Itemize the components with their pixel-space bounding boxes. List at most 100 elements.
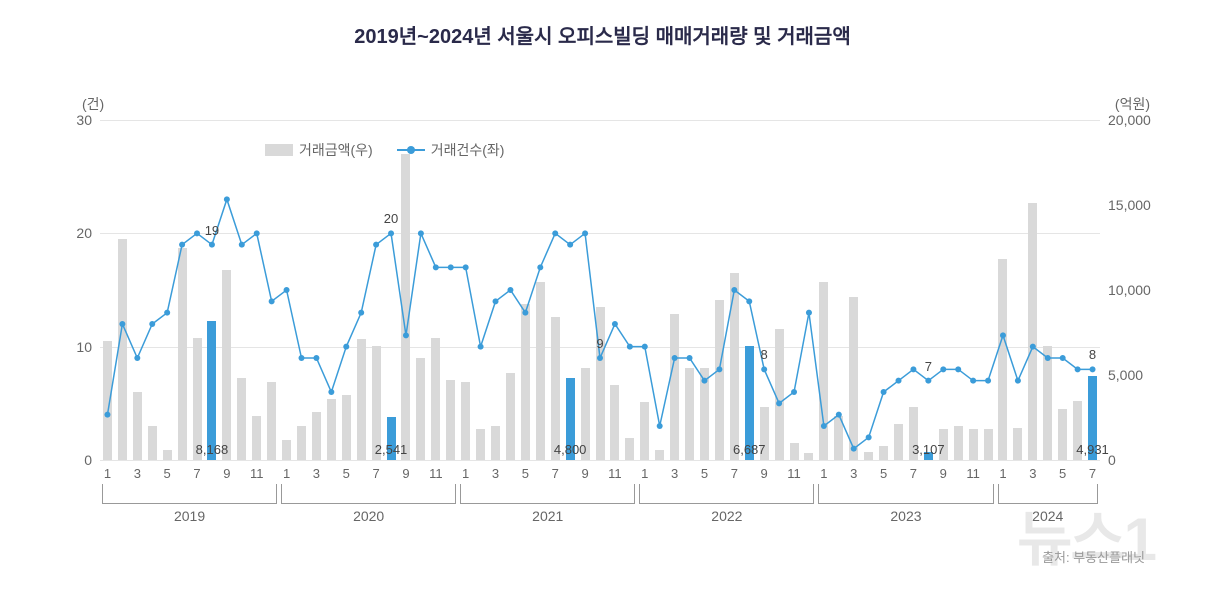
bar bbox=[1028, 203, 1037, 460]
bar bbox=[625, 438, 634, 460]
x-tick-month: 1 bbox=[820, 466, 827, 481]
x-tick-month: 5 bbox=[1059, 466, 1066, 481]
bar bbox=[969, 429, 978, 460]
line-data-label: 19 bbox=[205, 223, 219, 238]
right-axis-unit: (억원) bbox=[1115, 94, 1150, 114]
y-tick-right: 20,000 bbox=[1108, 112, 1168, 128]
bar bbox=[207, 321, 216, 460]
line-data-label: 8 bbox=[1089, 347, 1096, 362]
x-tick-month: 3 bbox=[850, 466, 857, 481]
bar bbox=[118, 239, 127, 460]
bar bbox=[610, 385, 619, 460]
x-tick-month: 11 bbox=[250, 466, 264, 481]
x-tick-month: 11 bbox=[966, 466, 980, 481]
y-tick-right: 5,000 bbox=[1108, 367, 1168, 383]
bar bbox=[133, 392, 142, 460]
bar bbox=[804, 453, 813, 460]
bar bbox=[894, 424, 903, 460]
year-label: 2024 bbox=[1032, 508, 1063, 524]
year-bracket bbox=[102, 484, 277, 504]
gridline bbox=[100, 233, 1100, 234]
x-tick-month: 7 bbox=[552, 466, 559, 481]
bar bbox=[237, 378, 246, 460]
bar bbox=[1043, 346, 1052, 460]
bar bbox=[178, 248, 187, 461]
gridline bbox=[100, 120, 1100, 121]
bar bbox=[775, 329, 784, 460]
bar bbox=[431, 338, 440, 460]
bar bbox=[282, 440, 291, 460]
bar bbox=[536, 282, 545, 461]
x-tick-month: 7 bbox=[372, 466, 379, 481]
bar bbox=[655, 450, 664, 460]
bar bbox=[491, 426, 500, 460]
x-tick-month: 9 bbox=[223, 466, 230, 481]
bar bbox=[984, 429, 993, 460]
year-label: 2022 bbox=[711, 508, 742, 524]
x-tick-month: 3 bbox=[1029, 466, 1036, 481]
year-bracket bbox=[639, 484, 814, 504]
bar bbox=[342, 395, 351, 460]
x-tick-month: 5 bbox=[880, 466, 887, 481]
bar bbox=[1013, 428, 1022, 460]
bar bbox=[849, 297, 858, 460]
bar bbox=[446, 380, 455, 460]
bar bbox=[640, 402, 649, 460]
bar bbox=[297, 426, 306, 460]
x-tick-month: 1 bbox=[104, 466, 111, 481]
bar bbox=[103, 341, 112, 460]
gridline bbox=[100, 460, 1100, 461]
y-tick-left: 20 bbox=[52, 225, 92, 241]
year-label: 2019 bbox=[174, 508, 205, 524]
bar-amount-label: 2,541 bbox=[375, 442, 408, 457]
year-bracket bbox=[460, 484, 635, 504]
x-tick-month: 7 bbox=[910, 466, 917, 481]
bar-amount-label: 4,800 bbox=[554, 442, 587, 457]
bar bbox=[670, 314, 679, 460]
y-tick-right: 15,000 bbox=[1108, 197, 1168, 213]
bar bbox=[476, 429, 485, 460]
bar bbox=[401, 154, 410, 460]
left-axis-unit: (건) bbox=[82, 94, 104, 114]
x-tick-month: 3 bbox=[671, 466, 678, 481]
bar-amount-label: 8,168 bbox=[196, 442, 229, 457]
bar-amount-label: 3,107 bbox=[912, 442, 945, 457]
x-tick-month: 5 bbox=[701, 466, 708, 481]
bar-amount-label: 6,687 bbox=[733, 442, 766, 457]
bar bbox=[790, 443, 799, 460]
chart-container: 2019년~2024년 서울시 오피스빌딩 매매거래량 및 거래금액 (건) (… bbox=[0, 0, 1205, 608]
x-tick-month: 3 bbox=[492, 466, 499, 481]
bar-amount-label: 4,931 bbox=[1076, 442, 1109, 457]
year-label: 2021 bbox=[532, 508, 563, 524]
bar bbox=[1058, 409, 1067, 460]
bar bbox=[506, 373, 515, 460]
y-tick-left: 30 bbox=[52, 112, 92, 128]
bar bbox=[357, 339, 366, 460]
x-tick-month: 3 bbox=[313, 466, 320, 481]
bar bbox=[163, 450, 172, 460]
bar bbox=[998, 259, 1007, 460]
year-bracket bbox=[818, 484, 993, 504]
x-tick-month: 5 bbox=[522, 466, 529, 481]
x-tick-month: 11 bbox=[608, 466, 622, 481]
x-tick-month: 11 bbox=[787, 466, 801, 481]
bar bbox=[834, 416, 843, 460]
y-tick-left: 0 bbox=[52, 452, 92, 468]
year-bracket bbox=[998, 484, 1098, 504]
x-tick-month: 1 bbox=[283, 466, 290, 481]
bar bbox=[685, 368, 694, 460]
x-tick-month: 3 bbox=[134, 466, 141, 481]
y-tick-right: 0 bbox=[1108, 452, 1168, 468]
x-tick-month: 1 bbox=[462, 466, 469, 481]
year-label: 2023 bbox=[890, 508, 921, 524]
x-tick-month: 9 bbox=[761, 466, 768, 481]
x-tick-month: 7 bbox=[1089, 466, 1096, 481]
x-tick-month: 7 bbox=[731, 466, 738, 481]
bar bbox=[312, 412, 321, 460]
bar bbox=[700, 368, 709, 460]
bar bbox=[879, 446, 888, 460]
bar bbox=[461, 382, 470, 460]
bar bbox=[551, 317, 560, 460]
line-data-label: 7 bbox=[925, 359, 932, 374]
year-label: 2020 bbox=[353, 508, 384, 524]
